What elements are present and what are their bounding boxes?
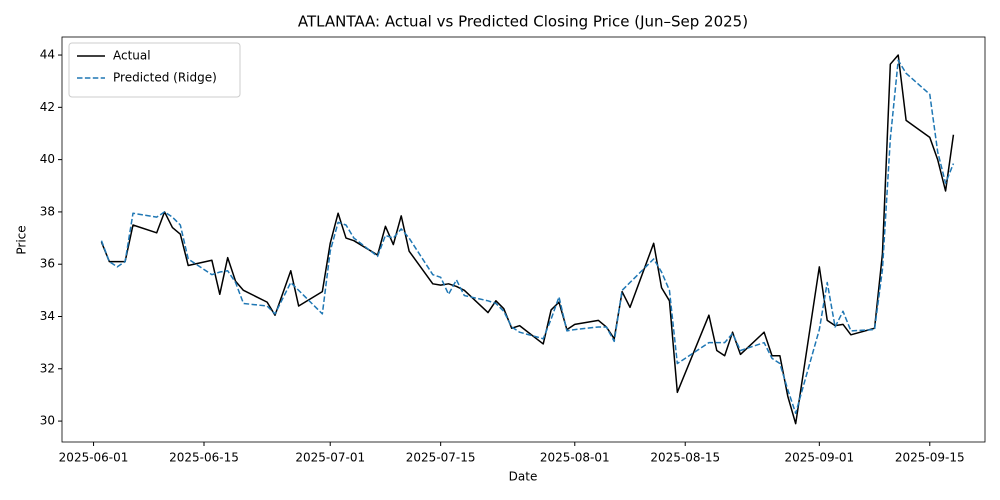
plot-frame — [61, 36, 986, 443]
y-axis-label: Price — [15, 225, 29, 254]
y-tick-label: 44 — [40, 48, 55, 62]
x-tick-label: 2025-07-15 — [406, 451, 476, 465]
x-tick-label: 2025-09-15 — [895, 451, 965, 465]
chart-title: ATLANTAA: Actual vs Predicted Closing Pr… — [298, 13, 748, 31]
y-tick-label: 38 — [40, 204, 55, 218]
x-tick-label: 2025-08-15 — [650, 451, 720, 465]
y-tick-label: 40 — [40, 152, 55, 166]
x-tick-label: 2025-06-15 — [169, 451, 239, 465]
x-tick-label: 2025-07-01 — [295, 451, 365, 465]
x-axis-label: Date — [509, 470, 538, 484]
x-tick-label: 2025-09-01 — [784, 451, 854, 465]
x-tick-label: 2025-06-01 — [59, 451, 129, 465]
y-tick-label: 36 — [40, 257, 55, 271]
legend: Actual Predicted (Ridge) — [68, 42, 241, 98]
y-tick-label: 42 — [40, 100, 55, 114]
y-tick-label: 30 — [40, 414, 55, 428]
legend-label: Predicted (Ridge) — [113, 71, 217, 85]
series-line — [100, 59, 955, 414]
legend-label: Actual — [113, 49, 151, 63]
x-tick-label: 2025-08-01 — [540, 451, 610, 465]
legend-box — [68, 42, 241, 98]
y-tick-label: 34 — [40, 309, 55, 323]
y-tick-label: 32 — [40, 361, 55, 375]
series-line — [100, 54, 955, 425]
